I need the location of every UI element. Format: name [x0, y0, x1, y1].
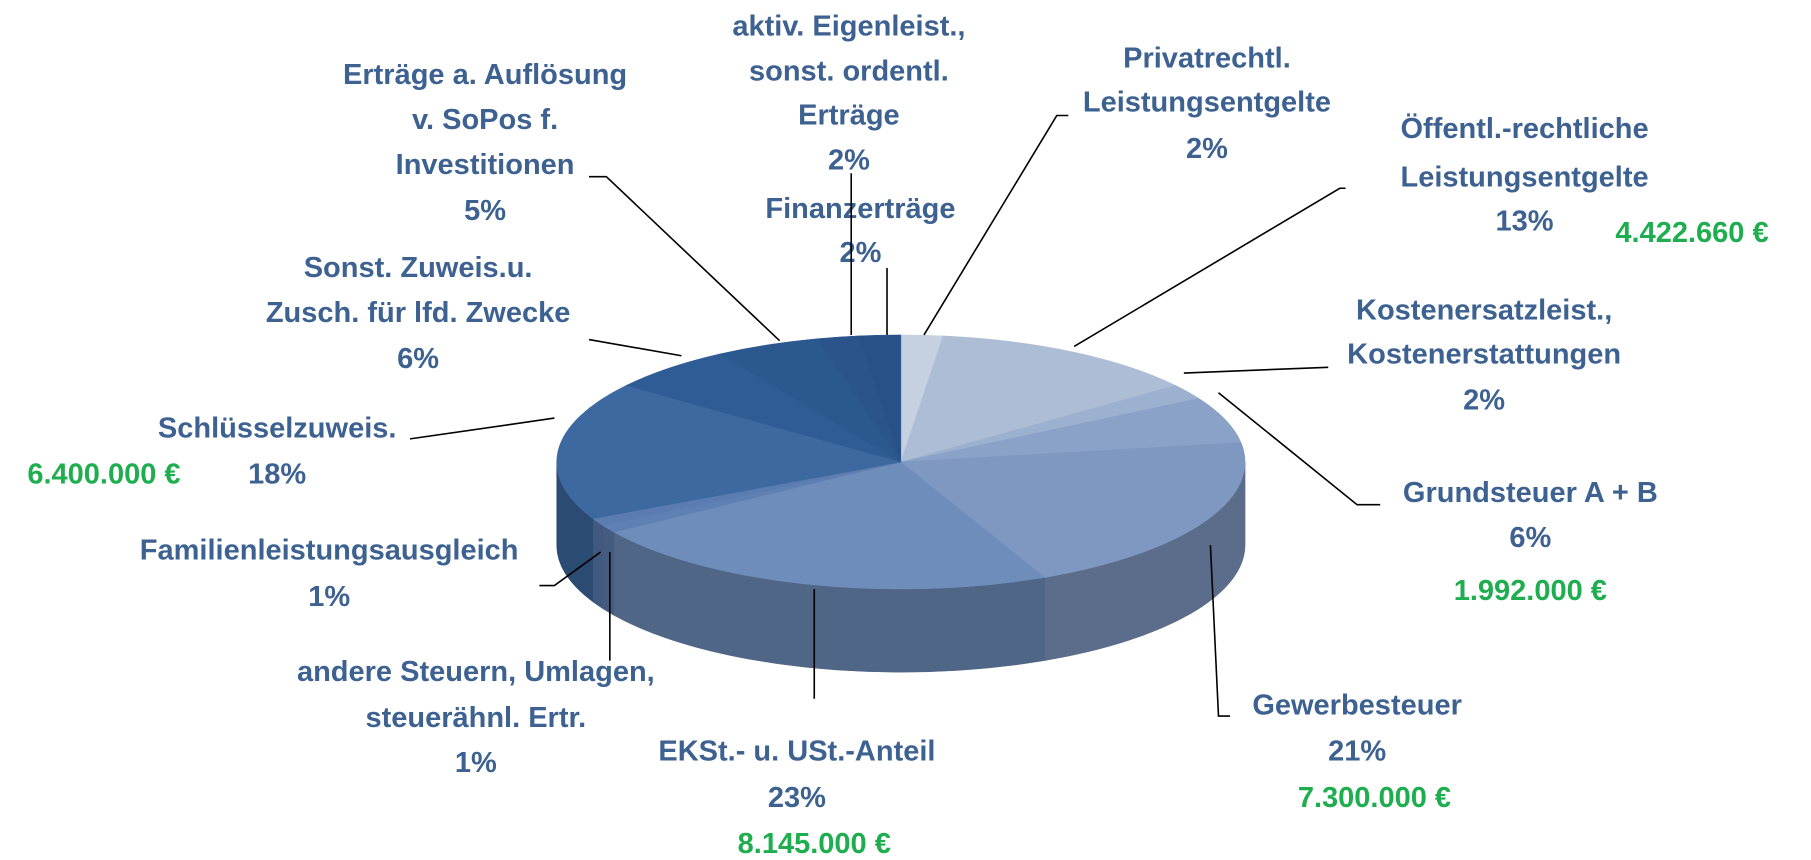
- slice-label: EKSt.- u. USt.-Anteil: [658, 736, 935, 768]
- leader-line: [923, 114, 1069, 336]
- amount-label: 4.422.660 €: [1615, 217, 1768, 249]
- leader-line: [1183, 366, 1329, 374]
- amount-label: 7.300.000 €: [1298, 782, 1451, 814]
- pie-walls: [556, 461, 1246, 673]
- percent-label: 23%: [768, 782, 826, 814]
- percent-label: 1%: [308, 581, 350, 613]
- slice: [900, 335, 1177, 463]
- slice-label: Investitionen: [396, 149, 575, 181]
- amount-label: 1.992.000 €: [1454, 575, 1607, 607]
- slice-side: [602, 525, 615, 616]
- slice-label: Leistungsentgelte: [1400, 162, 1648, 194]
- leader-line: [588, 338, 682, 357]
- slice: [900, 442, 1246, 578]
- slice: [858, 334, 902, 463]
- slice-label: Kostenerstattungen: [1347, 338, 1621, 370]
- slice-label: Öffentl.-rechtliche: [1400, 112, 1648, 145]
- slice-label: andere Steuern, Umlagen,: [297, 656, 655, 688]
- slice: [625, 353, 902, 463]
- slice: [613, 461, 1046, 590]
- slice-label: Grundsteuer A + B: [1403, 477, 1658, 509]
- slice-label: v. SoPos f.: [412, 104, 558, 136]
- amount-label: 6.400.000 €: [27, 459, 180, 491]
- slice: [900, 398, 1242, 463]
- percent-label: 2%: [828, 144, 870, 176]
- percent-label: 6%: [397, 343, 439, 375]
- percent-label: 2%: [839, 237, 881, 269]
- percent-label: 21%: [1328, 736, 1386, 768]
- slice-label: Finanzerträge: [765, 193, 955, 225]
- percent-label: 2%: [1463, 385, 1505, 417]
- slice-label: Sonst. Zuweis.u.: [304, 252, 533, 284]
- percent-label: 13%: [1496, 206, 1554, 238]
- slice: [556, 385, 901, 519]
- slice-label: Privatrechtl.: [1123, 43, 1291, 75]
- percent-label: 2%: [1186, 133, 1228, 165]
- percent-label: 1%: [455, 747, 497, 779]
- slice-label: Erträge: [798, 99, 900, 131]
- slice-label: Kostenersatzleist.,: [1356, 294, 1612, 326]
- leader-line: [589, 175, 781, 342]
- slice-label: aktiv. Eigenleist.,: [732, 10, 965, 42]
- slice-label: sonst. ordentl.: [749, 55, 949, 87]
- percent-label: 5%: [464, 195, 506, 227]
- slice-side: [592, 518, 604, 610]
- leader-line: [409, 417, 555, 440]
- percent-label: 18%: [248, 459, 306, 491]
- leader-line: [1073, 187, 1346, 348]
- leader-line: [1209, 545, 1231, 717]
- slice-label: Erträge a. Auflösung: [343, 59, 627, 91]
- slice-label: steuerähnl. Ertr.: [365, 702, 586, 734]
- amount-label: 8.145.000 €: [738, 828, 891, 860]
- leader-line: [1217, 392, 1381, 506]
- slice-label: Leistungsentgelte: [1083, 87, 1331, 119]
- leader-line: [539, 551, 602, 587]
- percent-label: 6%: [1509, 522, 1551, 554]
- slice-label: Schlüsselzuweis.: [158, 412, 397, 444]
- slice-label: Familienleistungsausgleich: [140, 535, 519, 567]
- pie-tops: [556, 334, 1246, 590]
- slice-label: Gewerbesteuer: [1252, 690, 1462, 722]
- slice-label: Zusch. für lfd. Zwecke: [266, 297, 571, 329]
